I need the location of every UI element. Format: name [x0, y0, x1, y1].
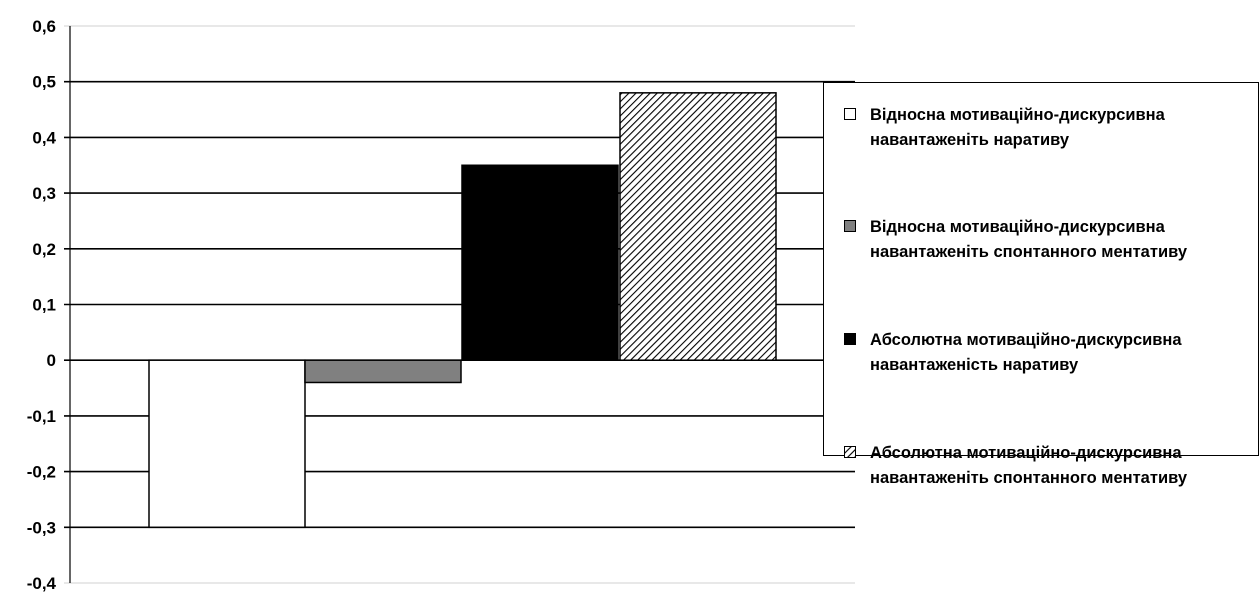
bar-3: [461, 164, 619, 361]
bars: [148, 92, 777, 529]
legend-swatch-white: [844, 108, 856, 120]
y-tick-label: -0,3: [27, 518, 56, 537]
y-tick-label: 0,4: [32, 128, 56, 147]
legend: Відносна мотиваційно-дискурсивна навантаж…: [823, 82, 1259, 487]
bar-2: [304, 359, 462, 384]
y-tick-label: -0,4: [27, 574, 57, 593]
y-tick-label: 0,3: [32, 184, 56, 203]
legend-label: Відносна мотиваційно-дискурсивна навантаж…: [870, 218, 1187, 261]
y-tick-label: -0,1: [27, 407, 56, 426]
y-tick-label: 0,2: [32, 240, 56, 259]
bar-1: [148, 359, 306, 529]
legend-swatch-hatched: [844, 446, 856, 458]
legend-label: Відносна мотиваційно-дискурсивна навантаж…: [870, 106, 1165, 149]
legend-swatch-gray: [844, 220, 856, 232]
y-tick-label: 0,6: [32, 17, 56, 36]
legend-swatch-black: [844, 333, 856, 345]
y-tick-label: 0,5: [32, 73, 56, 92]
y-tick-label: 0,1: [32, 296, 56, 315]
y-tick-label: -0,2: [27, 463, 56, 482]
bar-4: [619, 92, 777, 361]
y-tick-label: 0: [47, 351, 56, 370]
y-tick-labels: 0,6 0,5 0,4 0,3 0,2 0,1 0 -0,1 -0,2 -0,3 -0,4: [27, 17, 57, 593]
legend-label: Абсолютна мотиваційно-дискурсивна наванта…: [870, 331, 1182, 374]
legend-label: Абсолютна мотиваційно-дискурсивна наванта…: [870, 444, 1187, 487]
